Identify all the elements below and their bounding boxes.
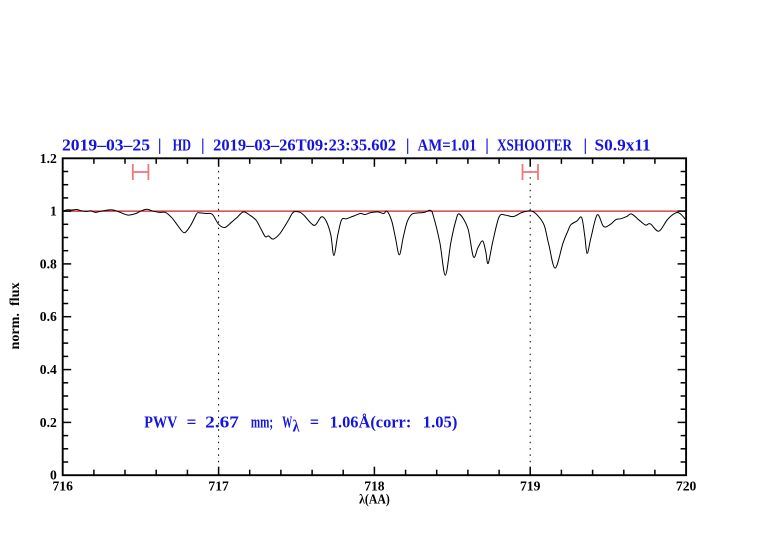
svg-text:2.67: 2.67 [205, 412, 239, 431]
svg-text:norm. flux: norm. flux [7, 282, 22, 349]
svg-text:|: | [406, 136, 410, 155]
svg-text:2019–03–26T09:23:35.602: 2019–03–26T09:23:35.602 [213, 136, 396, 155]
svg-text:2019–03–25: 2019–03–25 [62, 136, 150, 155]
svg-text:0.8: 0.8 [40, 256, 57, 271]
svg-text:0: 0 [50, 468, 57, 483]
svg-text:719: 719 [520, 479, 541, 494]
svg-text:0.2: 0.2 [40, 415, 57, 430]
svg-text:|: | [201, 136, 205, 155]
svg-text:1.06Å(corr:: 1.06Å(corr: [330, 412, 412, 431]
svg-text:W: W [282, 412, 292, 431]
svg-text:HD: HD [173, 136, 191, 155]
svg-text:AM=1.01: AM=1.01 [418, 136, 477, 155]
svg-text:1: 1 [50, 204, 57, 219]
svg-text:1.05): 1.05) [423, 412, 458, 431]
svg-text:717: 717 [208, 479, 229, 494]
svg-text:XSHOOTER: XSHOOTER [497, 136, 573, 155]
svg-text:=: = [310, 412, 319, 431]
svg-text:λ(AA): λ(AA) [359, 492, 390, 508]
svg-text:0.4: 0.4 [40, 362, 57, 377]
svg-text:0.6: 0.6 [40, 309, 57, 324]
svg-text:1.2: 1.2 [40, 151, 57, 166]
svg-text:λ: λ [293, 416, 300, 435]
svg-text:|: | [158, 136, 162, 155]
svg-text:PWV: PWV [144, 412, 178, 431]
svg-text:718: 718 [364, 479, 385, 494]
svg-text:S0.9x11: S0.9x11 [595, 136, 651, 155]
svg-text:720: 720 [676, 479, 697, 494]
svg-text:716: 716 [53, 479, 74, 494]
svg-text:|: | [584, 136, 588, 155]
svg-text:mm;: mm; [251, 412, 273, 431]
svg-text:=: = [187, 412, 197, 431]
svg-text:|: | [485, 136, 489, 155]
